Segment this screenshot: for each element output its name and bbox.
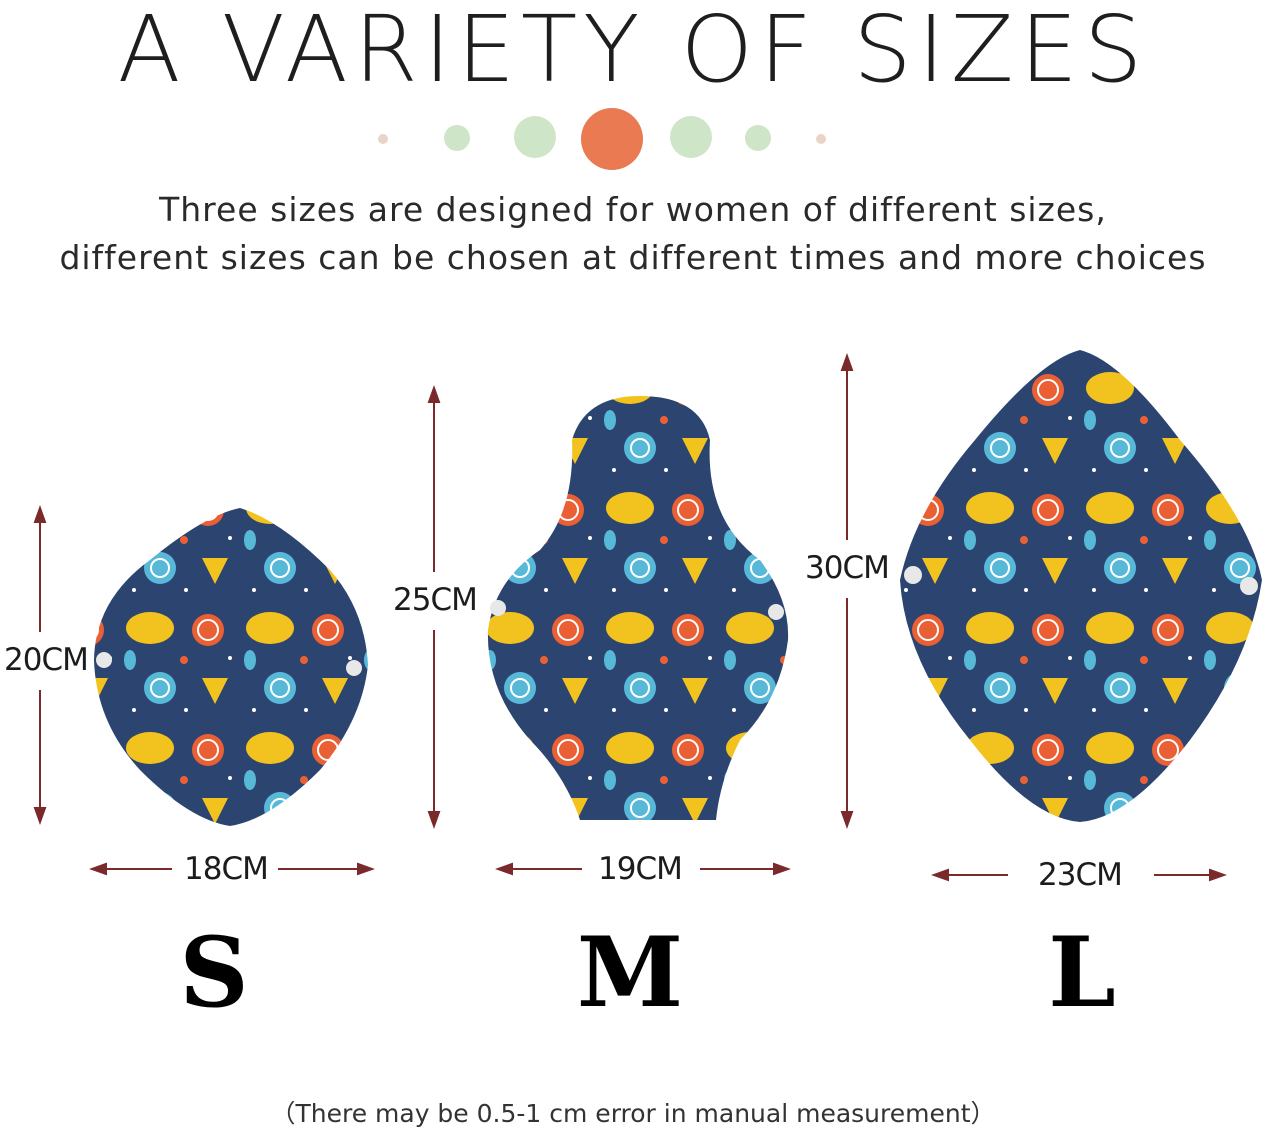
snap-button: [904, 566, 922, 584]
snap-button: [96, 652, 112, 668]
dot: [444, 125, 470, 151]
height-label-m: 25CM: [389, 582, 481, 618]
size-letter-s: S: [179, 916, 249, 1029]
height-label-s: 20CM: [0, 642, 92, 678]
measurement-footnote: （There may be 0.5-1 cm error in manual m…: [270, 1099, 996, 1128]
dot: [816, 134, 826, 144]
snap-button: [346, 660, 362, 676]
size-letter-l: L: [1048, 916, 1116, 1029]
subtitle-line-1: Three sizes are designed for women of di…: [159, 190, 1107, 229]
width-label-l: 23CM: [1034, 857, 1126, 893]
subtitle-line-2: different sizes can be chosen at differe…: [59, 238, 1207, 277]
snap-button: [768, 604, 784, 620]
size-letter-m: M: [576, 916, 684, 1029]
snap-button: [1240, 577, 1258, 595]
page-title: A VARIETY OF SIZES: [117, 0, 1149, 103]
snap-button: [490, 600, 506, 616]
pad-large: [900, 350, 1262, 822]
dot: [745, 125, 771, 151]
dot: [670, 116, 712, 158]
dot: [378, 134, 388, 144]
pad-medium: [487, 396, 789, 820]
width-label-m: 19CM: [594, 851, 686, 887]
dot: [514, 116, 556, 158]
height-label-l: 30CM: [801, 550, 893, 586]
width-arrows: [89, 862, 1227, 882]
height-arrows: [33, 353, 854, 829]
pad-small: [94, 508, 368, 826]
width-label-s: 18CM: [180, 851, 272, 887]
dot-highlight: [581, 108, 643, 170]
